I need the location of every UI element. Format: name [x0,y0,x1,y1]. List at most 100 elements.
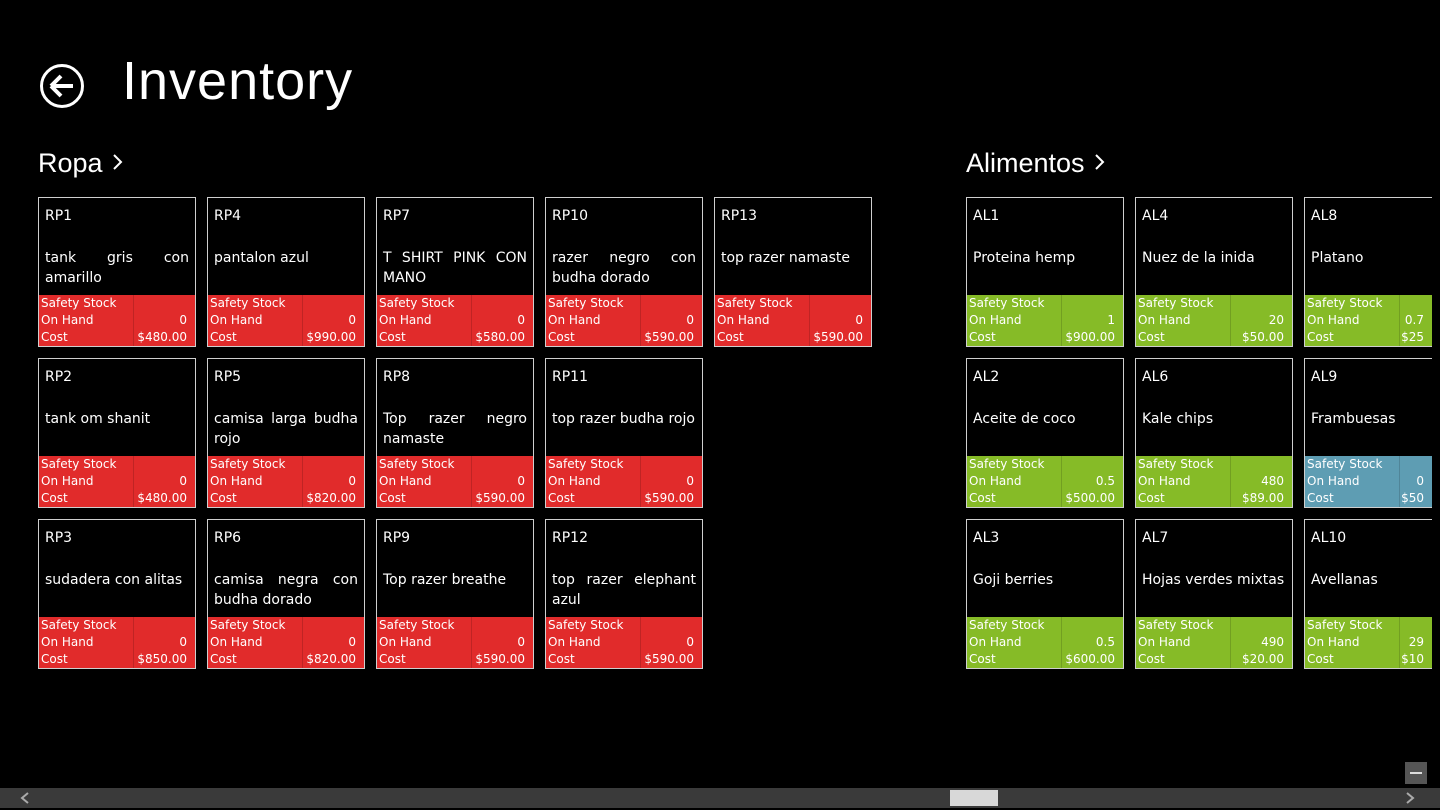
item-tile[interactable]: RP10 razer negro con budha dorado Safety S… [545,197,703,347]
item-tile[interactable]: RP4 pantalon azul Safety Stock On Hand Cost 0… [207,197,365,347]
item-tile[interactable]: AL8 Platano Safety Stock On Hand Cost 0.7 $25 [1304,197,1432,347]
group-title: Ropa [38,148,103,178]
stock-panel: Safety Stock On Hand Cost 0 $590.00 [546,617,702,668]
item-tile[interactable]: RP13 top razer namaste Safety Stock On Hand… [714,197,872,347]
cost-value: $820.00 [306,491,356,505]
cost-value: $850.00 [137,652,187,666]
item-tile[interactable]: AL7 Hojas verdes mixtas Safety Stock On Han… [1135,519,1293,669]
cost-value: $590.00 [644,330,694,344]
item-tile[interactable]: AL9 Frambuesas Safety Stock On Hand Cost 0 $50 [1304,358,1432,508]
cost-value: $820.00 [306,652,356,666]
item-tile[interactable]: RP6 camisa negra con budha dorado Safety S… [207,519,365,669]
stock-label: On Hand [379,635,432,649]
item-tile[interactable]: AL3 Goji berries Safety Stock On Hand Cost 0.… [966,519,1124,669]
cost-value: $990.00 [306,330,356,344]
stock-panel: Safety Stock On Hand Cost 0 $590.00 [546,456,702,507]
item-code: AL10 [1311,530,1347,546]
item-tile[interactable]: RP1 tank gris con amarillo Safety Stock On … [38,197,196,347]
stock-label: Cost [210,330,237,344]
tile-header: RP4 pantalon azul [208,198,364,295]
on-hand-value: 1 [1107,313,1115,327]
item-tile[interactable]: RP5 camisa larga budha rojo Safety Stock On… [207,358,365,508]
stock-label: Safety Stock [379,296,455,310]
stock-label: Safety Stock [969,618,1045,632]
back-button[interactable] [38,62,86,110]
group-header[interactable]: Ropa [38,148,127,179]
cost-value: $50 [1401,491,1424,505]
cost-value: $590.00 [475,652,525,666]
zoom-button[interactable] [1405,762,1427,784]
stock-label: On Hand [1138,635,1191,649]
divider [471,617,472,668]
stock-label: Safety Stock [210,296,286,310]
stock-panel: Safety Stock On Hand Cost 29 $10 [1305,617,1432,668]
tile-header: AL7 Hojas verdes mixtas [1136,520,1292,617]
on-hand-value: 0 [686,474,694,488]
stock-label: Safety Stock [548,296,624,310]
item-name: camisa larga budha rojo [214,411,358,447]
item-code: AL7 [1142,530,1169,546]
stock-label: On Hand [969,313,1022,327]
divider [1399,295,1400,346]
item-tile[interactable]: AL6 Kale chips Safety Stock On Hand Cost 480 $… [1135,358,1293,508]
tile-header: AL6 Kale chips [1136,359,1292,456]
item-name: top razer namaste [721,250,850,266]
stock-panel: Safety Stock On Hand Cost 0 $480.00 [39,456,195,507]
tile-header: RP6 camisa negra con budha dorado [208,520,364,617]
item-tile[interactable]: AL1 Proteina hemp Safety Stock On Hand Cost 1… [966,197,1124,347]
item-tile[interactable]: AL4 Nuez de la inida Safety Stock On Hand Co… [1135,197,1293,347]
stock-label: On Hand [210,635,263,649]
stock-panel: Safety Stock On Hand Cost 0 $820.00 [208,617,364,668]
tile-header: AL9 Frambuesas [1305,359,1432,456]
stock-label: On Hand [969,474,1022,488]
tile-header: AL4 Nuez de la inida [1136,198,1292,295]
stock-panel: Safety Stock On Hand Cost 0 $820.00 [208,456,364,507]
stock-label: On Hand [379,474,432,488]
item-tile[interactable]: RP11 top razer budha rojo Safety Stock On H… [545,358,703,508]
stock-label: Safety Stock [1307,457,1383,471]
stock-label: On Hand [41,635,94,649]
divider [133,456,134,507]
group-header[interactable]: Alimentos [966,148,1109,179]
item-tile[interactable]: RP7 T SHIRT PINK CON MANO Safety Stock On H… [376,197,534,347]
stock-label: Cost [548,652,575,666]
tile-header: AL10 Avellanas [1305,520,1432,617]
item-name: Nuez de la inida [1142,250,1255,266]
stock-label: Safety Stock [210,457,286,471]
item-tile[interactable]: RP9 Top razer breathe Safety Stock On Hand C… [376,519,534,669]
item-code: RP5 [214,369,242,385]
stock-label: On Hand [210,474,263,488]
scrollbar[interactable] [0,788,1440,808]
stock-label: On Hand [1307,474,1360,488]
cost-value: $50.00 [1242,330,1284,344]
item-tile[interactable]: AL2 Aceite de coco Safety Stock On Hand Cost… [966,358,1124,508]
cost-value: $590.00 [644,652,694,666]
cost-value: $25 [1401,330,1424,344]
on-hand-value: 0.5 [1095,474,1115,488]
stock-label: On Hand [210,313,263,327]
item-tile[interactable]: AL10 Avellanas Safety Stock On Hand Cost 29 $1… [1304,519,1432,669]
stock-label: On Hand [717,313,770,327]
item-name: Top razer negro namaste [383,411,527,447]
stock-label: Safety Stock [41,618,117,632]
stock-label: Cost [717,330,744,344]
item-tile[interactable]: RP12 top razer elephant azul Safety Stock O… [545,519,703,669]
on-hand-value: 0 [348,474,356,488]
item-name: Avellanas [1311,572,1378,588]
item-tile[interactable]: RP2 tank om shanit Safety Stock On Hand Cost… [38,358,196,508]
item-code: RP3 [45,530,73,546]
stock-panel: Safety Stock On Hand Cost 0 $590.00 [715,295,871,346]
item-code: AL3 [973,530,1000,546]
divider [133,295,134,346]
on-hand-value: 0.7 [1404,313,1424,327]
item-name: camisa negra con budha dorado [214,572,358,608]
cost-value: $590.00 [475,491,525,505]
item-code: RP13 [721,208,757,224]
item-tile[interactable]: RP8 Top razer negro namaste Safety Stock On… [376,358,534,508]
on-hand-value: 480 [1261,474,1284,488]
cost-value: $20.00 [1242,652,1284,666]
tile-header: RP11 top razer budha rojo [546,359,702,456]
item-tile[interactable]: RP3 sudadera con alitas Safety Stock On Han… [38,519,196,669]
stock-label: On Hand [41,313,94,327]
stock-label: On Hand [548,474,601,488]
